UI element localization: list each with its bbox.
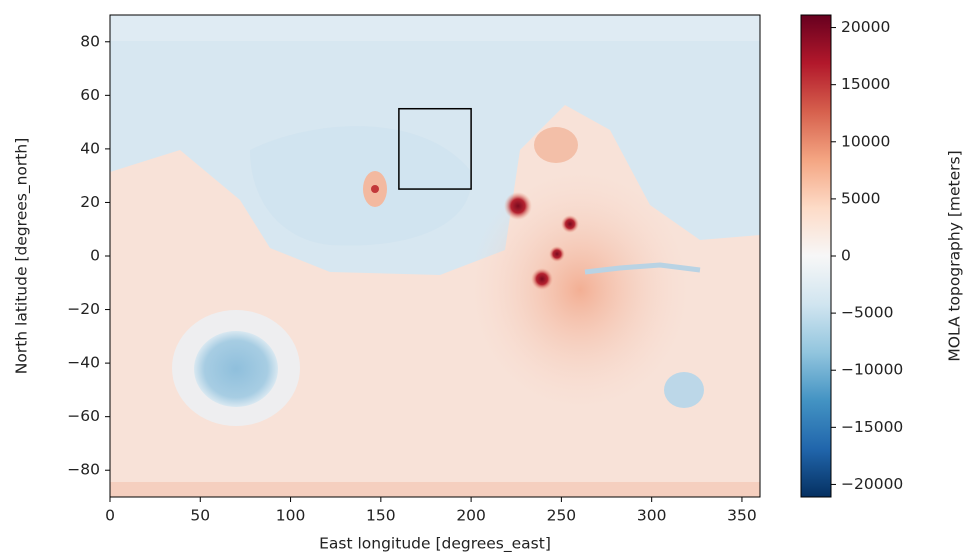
y-axis-label: North latitude [degrees_north] [13,138,32,375]
x-tick-label: 50 [190,507,210,525]
y-tick-label: −60 [67,407,100,425]
y-tick-label: −20 [67,300,100,318]
x-tick-label: 300 [637,507,667,525]
colorbar-tick-label: −20000 [841,475,903,493]
y-tick-label: 20 [80,193,100,211]
y-tick-label: 60 [80,86,100,104]
colorbar-tick-label: 5000 [841,189,880,207]
x-tick-label: 350 [727,507,757,525]
x-tick-label: 0 [105,507,115,525]
colorbar-tick-label: −15000 [841,418,903,436]
x-tick-label: 200 [456,507,486,525]
colorbar-tick-label: 10000 [841,132,890,150]
y-tick-label: 0 [90,247,100,265]
colorbar-tick-label: 0 [841,247,851,265]
colorbar-label: MOLA topography [meters] [946,150,964,361]
colorbar-tick-label: −5000 [841,304,893,322]
y-tick-label: −80 [67,461,100,479]
colorbar [800,14,832,498]
y-tick-label: 80 [80,32,100,50]
colorbar-tick-label: 15000 [841,75,890,93]
x-tick-label: 100 [276,507,306,525]
x-tick-label: 150 [366,507,396,525]
x-tick-label: 250 [547,507,577,525]
y-tick-label: −40 [67,354,100,372]
colorbar-tick-label: −10000 [841,361,903,379]
x-axis-label: East longitude [degrees_east] [319,535,551,554]
map-image [110,15,760,497]
annotation-box [398,107,472,190]
y-tick-label: 40 [80,139,100,157]
colorbar-tick-label: 20000 [841,18,890,36]
